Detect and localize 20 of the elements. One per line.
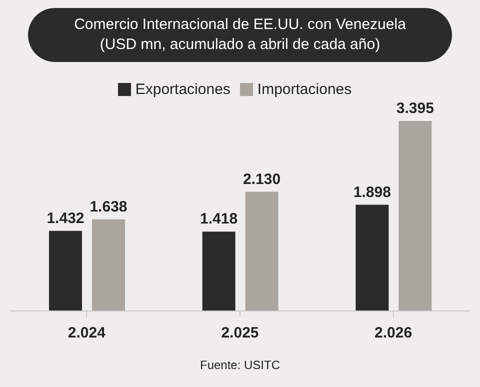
data-label: 1.638 — [90, 198, 128, 216]
chart-title: Comercio Internacional de EE.UU. con Venezuela — [73, 15, 407, 35]
legend-label: Importaciones — [257, 81, 352, 98]
data-label: 1.432 — [46, 210, 84, 227]
data-label: 1.898 — [353, 184, 391, 201]
bar — [245, 192, 278, 311]
data-label: 1.418 — [200, 210, 238, 228]
bar — [398, 121, 432, 311]
bar — [202, 232, 236, 311]
bar — [92, 219, 125, 311]
data-label: 3.395 — [396, 100, 434, 117]
x-tick-label: 2.025 — [221, 324, 259, 342]
data-label: 2.130 — [243, 170, 281, 188]
x-tick-label: 2.024 — [68, 324, 106, 342]
legend-label: Exportaciones — [135, 81, 230, 98]
bar — [356, 204, 389, 311]
chart-subtitle: (USD mn, acumulado a abril de cada año) — [98, 35, 382, 55]
source-note: Fuente: USITC — [198, 358, 282, 372]
bar — [49, 230, 82, 311]
x-tick-label: 2.026 — [374, 324, 412, 342]
